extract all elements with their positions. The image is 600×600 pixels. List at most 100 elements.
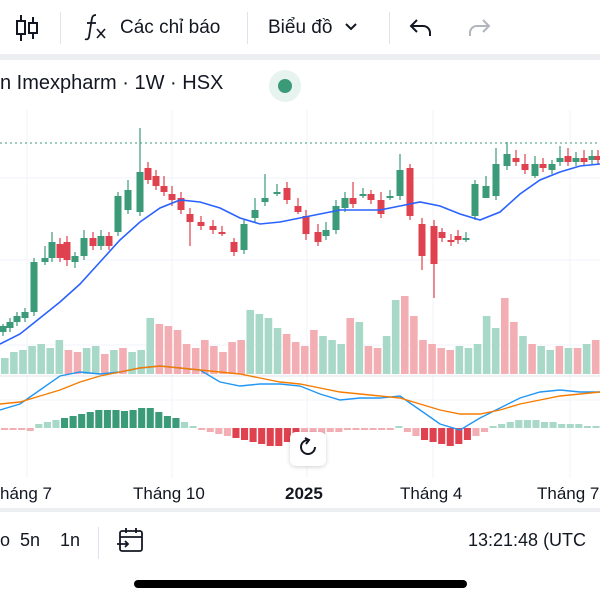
reset-icon xyxy=(298,436,318,462)
redo-icon[interactable] xyxy=(466,8,492,48)
toolbar-separator xyxy=(0,54,600,60)
volume-bar xyxy=(28,346,36,374)
candle-up xyxy=(386,190,394,200)
undo-icon[interactable] xyxy=(408,8,434,48)
candle-up xyxy=(273,184,281,196)
volume-bar xyxy=(419,340,427,374)
volume-bar xyxy=(546,350,555,374)
volume-bar xyxy=(346,318,355,374)
volume-bar xyxy=(328,340,336,374)
candle-up xyxy=(251,198,259,222)
indicators-button[interactable]: Các chỉ báo xyxy=(82,8,220,48)
reset-chart-button[interactable] xyxy=(290,432,326,466)
candle-down xyxy=(197,216,205,230)
market-status-indicator[interactable] xyxy=(269,70,301,102)
candle-up xyxy=(124,180,132,214)
macd-histogram-bar xyxy=(429,428,437,442)
range-button-1d[interactable]: 1n xyxy=(60,530,81,550)
volume-bars xyxy=(1,296,600,374)
price-chart[interactable] xyxy=(0,110,600,478)
macd-histogram-bar xyxy=(369,428,377,430)
macd-histogram-bar xyxy=(69,416,77,428)
macd-histogram-bar xyxy=(352,428,360,430)
macd-histogram-bar xyxy=(403,428,411,432)
candle-up xyxy=(136,128,144,216)
symbol-title[interactable]: n Imexpharm · 1W · HSX xyxy=(0,72,224,94)
candle-down xyxy=(438,228,446,242)
volume-bar xyxy=(119,348,127,374)
candle-up xyxy=(6,318,14,332)
candle-down xyxy=(539,158,547,172)
candlesticks xyxy=(0,128,600,336)
bottom-divider xyxy=(98,527,99,559)
macd-histogram-bar xyxy=(361,428,369,430)
candle-down xyxy=(377,192,385,218)
volume-bar xyxy=(437,348,445,374)
volume-bar xyxy=(173,330,182,374)
candle-down xyxy=(294,198,302,214)
x-axis-label: Tháng 7 xyxy=(537,484,600,503)
volume-bar xyxy=(137,350,145,374)
macd-histogram-bar xyxy=(18,428,26,430)
volume-bar xyxy=(64,350,73,374)
candle-down xyxy=(209,220,217,234)
toolbar-divider xyxy=(60,12,61,44)
x-axis-label: Tháng 10 xyxy=(133,484,205,503)
range-button[interactable]: o xyxy=(0,530,11,550)
macd-histogram-bar xyxy=(103,410,111,428)
volume-bar xyxy=(82,348,91,374)
toolbar-divider xyxy=(389,12,390,44)
candle-up xyxy=(396,154,404,200)
macd-histogram-bar xyxy=(566,424,574,428)
volume-bar xyxy=(564,348,573,374)
grid xyxy=(0,110,600,478)
macd-histogram-bar xyxy=(309,428,317,434)
macd-histogram-bar xyxy=(532,420,540,428)
candle-up xyxy=(572,152,580,166)
volume-bar xyxy=(37,344,45,374)
candle-up xyxy=(492,148,500,200)
candle-up xyxy=(322,222,330,240)
macd-histogram-bar xyxy=(121,411,129,428)
candle-down xyxy=(349,182,357,208)
calendar-goto-icon[interactable] xyxy=(116,527,146,560)
volume-bar xyxy=(155,324,164,374)
candle-down xyxy=(454,230,462,244)
volume-bar xyxy=(464,348,473,374)
volume-bar xyxy=(273,328,282,374)
x-axis-label: Tháng 4 xyxy=(400,484,463,503)
macd-histogram-bar xyxy=(78,414,86,428)
home-indicator xyxy=(134,580,467,588)
x-axis-label: háng 7 xyxy=(0,484,52,503)
clock-timezone[interactable]: 13:21:48 (UTC xyxy=(468,530,587,550)
candle-down xyxy=(314,224,322,246)
candle-down xyxy=(63,236,71,266)
macd-histogram-bar xyxy=(95,410,103,428)
candle-down xyxy=(302,210,310,240)
candlestick-icon[interactable] xyxy=(14,8,44,48)
chart-menu-button[interactable]: Biểu đồ xyxy=(268,8,358,48)
candle-down xyxy=(186,208,194,246)
macd-histogram-bar xyxy=(61,418,69,428)
macd-histogram xyxy=(1,408,600,446)
macd-histogram-bar xyxy=(481,428,489,432)
candle-down xyxy=(580,150,588,166)
macd-histogram-bar xyxy=(592,426,600,428)
volume-bar xyxy=(482,316,491,374)
macd-histogram-bar xyxy=(215,428,223,434)
volume-bar xyxy=(364,346,373,374)
macd-line xyxy=(0,365,600,431)
macd-histogram-bar xyxy=(129,410,137,428)
macd-histogram-bar xyxy=(498,424,506,428)
macd-histogram-bar xyxy=(146,408,154,428)
macd-histogram-bar xyxy=(9,428,17,430)
candle-down xyxy=(430,220,438,298)
range-button-5d[interactable]: 5n xyxy=(20,530,41,550)
moving-average-line xyxy=(0,163,600,345)
axis-separator xyxy=(0,508,600,514)
macd-histogram-bar xyxy=(472,428,480,436)
candle-up xyxy=(531,156,539,178)
macd-histogram-bar xyxy=(198,428,206,430)
volume-bar xyxy=(301,346,309,374)
candle-down xyxy=(177,192,185,214)
